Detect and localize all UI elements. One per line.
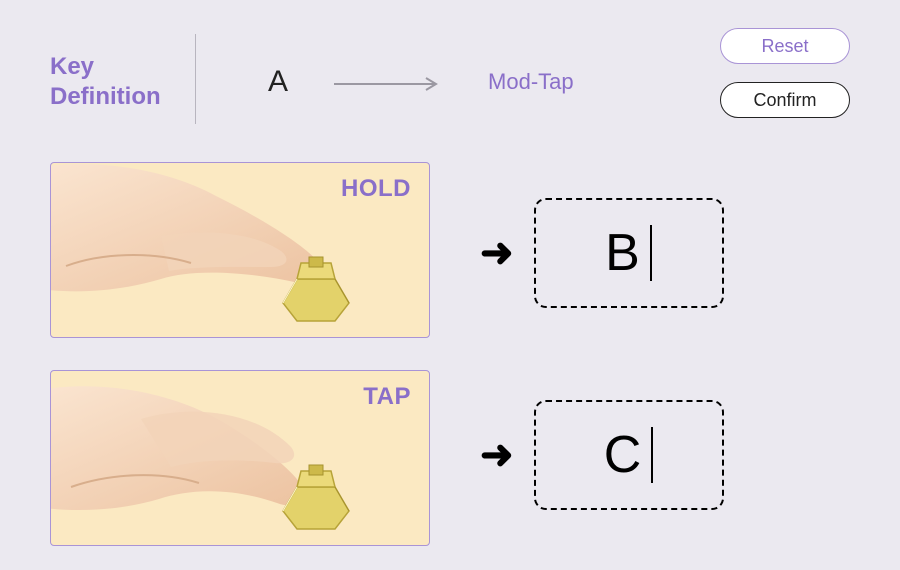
reset-button[interactable]: Reset [720,28,850,64]
key-switch-icon [275,463,357,535]
arrow-right-icon: ➜ [480,230,514,276]
hold-output-row: ➜ B [480,198,724,308]
text-cursor-icon [650,225,652,281]
text-cursor-icon [651,427,653,483]
tap-output-row: ➜ C [480,400,724,510]
maps-to-arrow-icon [334,76,444,92]
hold-panel: HOLD [50,162,430,338]
source-key-label: A [268,65,288,99]
tap-output-letter: C [604,425,642,485]
reset-button-label: Reset [761,36,808,57]
title-line1: Key [50,53,94,80]
title-line2: Definition [50,83,161,110]
target-mode-label: Mod-Tap [488,69,574,95]
tap-output-box: C [534,400,724,510]
confirm-button-label: Confirm [753,90,816,111]
header-divider [195,34,196,124]
confirm-button[interactable]: Confirm [720,82,850,118]
hold-output-letter: B [605,223,640,283]
arrow-right-icon: ➜ [480,432,514,478]
tap-label: TAP [363,383,411,411]
hold-label: HOLD [341,175,411,203]
tap-panel: TAP [50,370,430,546]
key-definition-title: Key Definition [50,52,195,112]
key-switch-icon [275,255,357,327]
action-buttons: Reset Confirm [720,28,850,118]
hold-output-box: B [534,198,724,308]
header-row: Key Definition A Mod-Tap Reset Confirm [50,42,850,122]
